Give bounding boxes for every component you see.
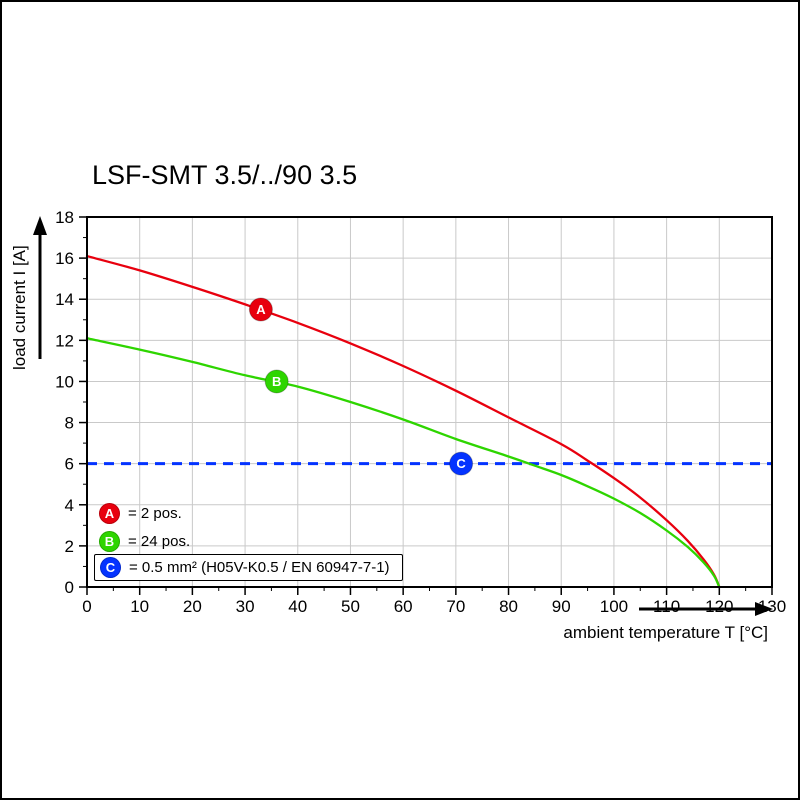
- x-tick-label: 30: [236, 597, 255, 616]
- curve-b: [85, 337, 721, 589]
- legend-label-b: = 24 pos.: [128, 533, 191, 550]
- x-tick-label: 120: [705, 597, 733, 616]
- x-tick-label: 110: [653, 597, 680, 616]
- chart-title: LSF-SMT 3.5/../90 3.5: [92, 160, 358, 190]
- x-axis-arrow-head: [755, 602, 773, 616]
- marker-c: [449, 451, 474, 476]
- marker-a: [248, 297, 273, 322]
- x-tick-label: 40: [288, 597, 307, 616]
- x-tick-label: 60: [394, 597, 413, 616]
- x-tick-label: 70: [446, 597, 465, 616]
- curve-a: [85, 254, 721, 589]
- x-tick-label: 20: [183, 597, 202, 616]
- y-tick-label: 18: [55, 208, 74, 227]
- legend-label-c: = 0.5 mm² (H05V-K0.5 / EN 60947-7-1): [129, 559, 390, 576]
- y-tick-label: 16: [55, 249, 74, 268]
- legend-row-a: A = 2 pos.: [99, 503, 182, 524]
- y-tick-label: 4: [65, 496, 74, 515]
- x-tick-label: 0: [82, 597, 91, 616]
- marker-letter-b: B: [272, 374, 281, 389]
- y-axis-arrow-head: [33, 216, 47, 235]
- x-tick-label: 80: [499, 597, 518, 616]
- legend-marker-b: B: [99, 531, 120, 552]
- marker-letter-c: C: [456, 456, 466, 471]
- legend-row-b: B = 24 pos.: [99, 531, 190, 552]
- y-tick-label: 12: [55, 331, 74, 350]
- y-tick-label: 0: [65, 578, 74, 597]
- y-tick-label: 2: [65, 537, 74, 556]
- y-tick-label: 10: [55, 372, 74, 391]
- marker-letter-a: A: [256, 302, 266, 317]
- x-tick-label: 90: [552, 597, 571, 616]
- y-tick-label: 8: [65, 414, 74, 433]
- legend-label-a: = 2 pos.: [128, 505, 182, 522]
- legend-marker-a: A: [99, 503, 120, 524]
- y-tick-label: 6: [65, 455, 74, 474]
- marker-b: [264, 369, 289, 394]
- x-axis-label: ambient temperature T [°C]: [563, 623, 768, 642]
- legend-marker-c: C: [100, 557, 121, 578]
- x-tick-label: 50: [341, 597, 360, 616]
- x-tick-label: 10: [130, 597, 149, 616]
- legend-row-c: C = 0.5 mm² (H05V-K0.5 / EN 60947-7-1): [94, 554, 403, 581]
- y-tick-label: 14: [55, 290, 74, 309]
- x-tick-label: 100: [600, 597, 628, 616]
